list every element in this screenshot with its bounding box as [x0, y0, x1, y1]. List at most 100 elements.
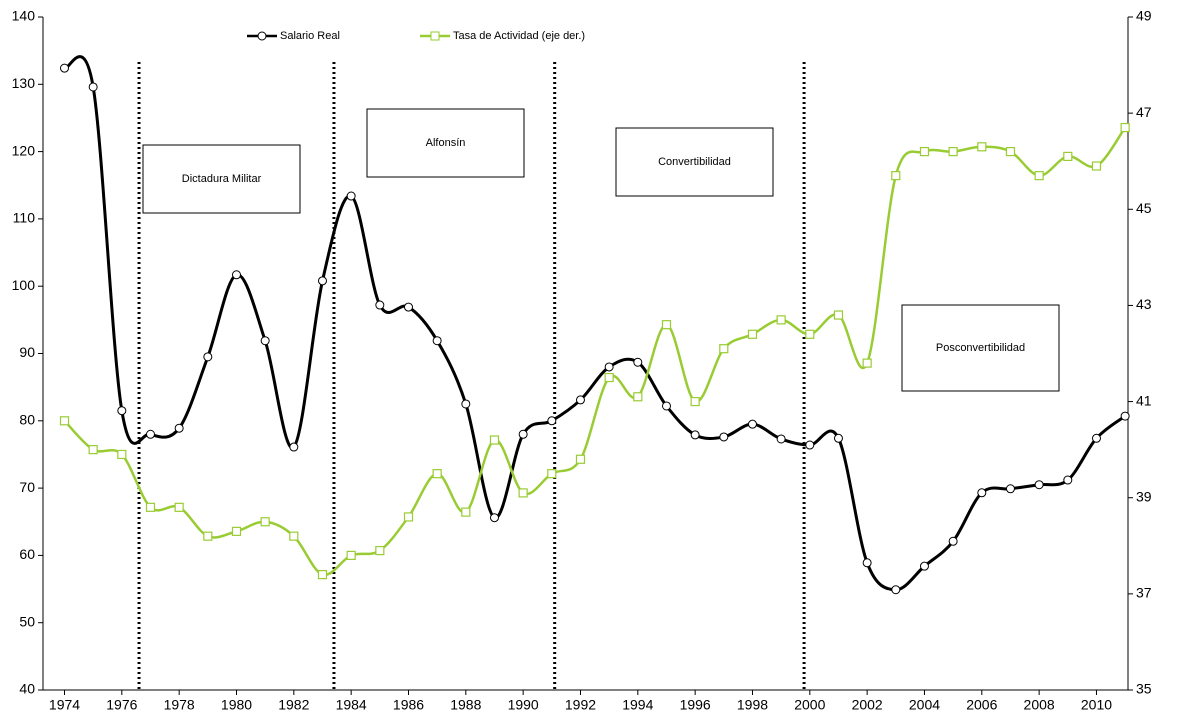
marker [575, 395, 585, 405]
y-tick-label: 60 [19, 546, 35, 562]
marker [776, 315, 786, 325]
marker [690, 396, 700, 407]
marker [1005, 484, 1015, 494]
x-tick-label: 1976 [106, 697, 137, 713]
marker [518, 488, 528, 498]
marker [690, 430, 700, 440]
y-tick-label: 110 [13, 210, 36, 226]
x-tick-label: 2000 [794, 697, 825, 713]
marker [231, 270, 241, 280]
marker [719, 344, 729, 354]
annotation-box [142, 144, 301, 214]
annotation-box [366, 108, 525, 178]
marker [117, 406, 127, 416]
marker [948, 147, 958, 157]
legend-label: Salario Real [280, 30, 340, 42]
marker [604, 362, 614, 372]
marker [891, 171, 901, 181]
y-tick-label: 70 [19, 479, 35, 495]
marker [891, 585, 901, 595]
marker [461, 507, 471, 517]
marker [375, 545, 385, 556]
marker [174, 423, 184, 433]
marker [231, 526, 242, 536]
x-tick-label: 2002 [852, 697, 883, 713]
x-tick-label: 1984 [336, 697, 367, 713]
y2-tick-label: 49 [1136, 8, 1152, 24]
annotation: Posconvertibilidad [936, 342, 1025, 354]
marker [805, 440, 815, 450]
marker [919, 147, 930, 157]
marker [518, 429, 528, 439]
y-tick-label: 120 [12, 142, 36, 158]
marker [260, 336, 270, 346]
marker [547, 469, 557, 479]
marker [833, 310, 844, 320]
legend-marker [257, 31, 267, 41]
marker [1005, 147, 1016, 157]
y2-tick-label: 47 [1136, 104, 1152, 120]
y2-tick-label: 35 [1136, 681, 1152, 697]
marker [661, 401, 671, 411]
marker [174, 502, 184, 512]
annotation: Convertibilidad [658, 156, 731, 168]
marker [1120, 122, 1130, 133]
marker [1120, 411, 1130, 421]
x-tick-label: 2010 [1081, 697, 1112, 713]
x-tick-label: 1974 [49, 697, 80, 713]
y-tick-label: 50 [19, 613, 35, 629]
marker [633, 357, 643, 367]
marker [862, 358, 872, 368]
marker [547, 416, 557, 426]
annotation-box [615, 127, 774, 197]
marker [661, 320, 672, 330]
x-tick-label: 2004 [909, 697, 940, 713]
x-tick-label: 1992 [565, 697, 596, 713]
x-tick-label: 1978 [164, 697, 195, 713]
y-tick-label: 140 [12, 8, 36, 24]
y2-tick-label: 39 [1136, 488, 1152, 504]
marker [862, 558, 872, 568]
annotation: Alfonsín [426, 137, 466, 149]
marker [1063, 151, 1073, 162]
marker [1091, 161, 1102, 171]
x-tick-label: 2006 [966, 697, 997, 713]
legend-marker [430, 31, 440, 41]
marker [747, 329, 758, 339]
y2-tick-label: 41 [1136, 392, 1152, 408]
marker [432, 336, 442, 346]
marker [805, 329, 815, 339]
marker [776, 434, 786, 444]
marker [375, 300, 385, 310]
y-tick-label: 100 [12, 277, 36, 293]
marker [289, 531, 299, 541]
marker [719, 432, 729, 442]
x-tick-label: 1986 [393, 697, 424, 713]
marker [145, 502, 156, 512]
x-tick-label: 1994 [622, 697, 653, 713]
marker [203, 531, 213, 541]
marker [747, 419, 757, 429]
y2-tick-label: 37 [1136, 585, 1152, 601]
marker [88, 445, 98, 455]
marker [317, 276, 327, 286]
x-tick-label: 1990 [508, 697, 539, 713]
marker [145, 429, 155, 439]
marker [1091, 433, 1101, 443]
legend-label: Tasa de Actividad (eje der.) [453, 30, 585, 42]
marker [403, 302, 413, 312]
y2-tick-label: 45 [1136, 200, 1152, 216]
marker [289, 442, 299, 452]
marker [117, 449, 127, 460]
marker [461, 399, 471, 409]
marker [633, 392, 643, 402]
marker [575, 454, 586, 464]
marker [1063, 475, 1073, 485]
y-tick-label: 90 [19, 344, 35, 360]
marker [948, 536, 958, 546]
y-tick-label: 40 [19, 681, 35, 697]
marker [977, 142, 987, 152]
marker [489, 513, 499, 523]
